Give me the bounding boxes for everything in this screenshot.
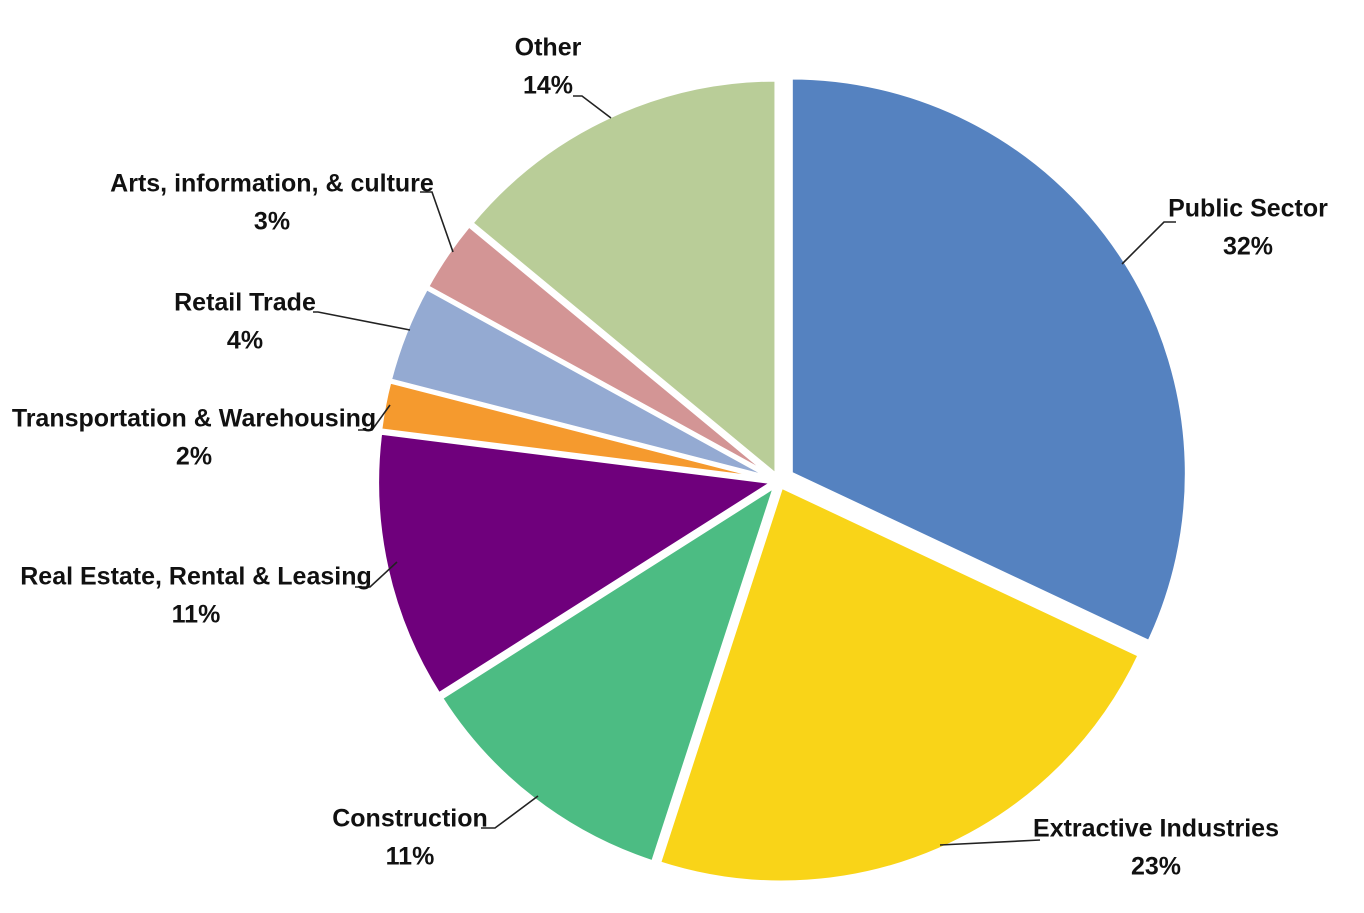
leader-line-transportation-and-warehousing xyxy=(358,404,391,431)
pie-slice-other xyxy=(469,77,779,478)
leader-line-real-estate-rental-and-leasing xyxy=(355,561,398,588)
leader-line-construction xyxy=(481,795,539,829)
data-label-value-other: 14% xyxy=(523,72,573,100)
leader-line-arts-information-and-culture xyxy=(420,191,454,253)
data-label-value-public-sector: 32% xyxy=(1223,233,1273,261)
data-label-value-transportation-and-warehousing: 2% xyxy=(176,443,212,471)
data-label-value-retail-trade: 4% xyxy=(227,327,263,355)
pie-slice-arts-information-and-culture xyxy=(425,223,777,480)
pie-slice-construction xyxy=(438,483,778,865)
slices-layer xyxy=(375,75,1189,885)
leader-line-other xyxy=(573,95,612,119)
data-label-name-other: Other xyxy=(515,34,582,62)
data-labels-layer: Public Sector 32% Extractive Industries 23%… xyxy=(12,34,1328,881)
data-label-name-extractive-industries: Extractive Industries xyxy=(1033,815,1279,843)
leader-line-public-sector xyxy=(1121,221,1176,265)
data-label-value-real-estate-rental-and-leasing: 11% xyxy=(172,601,221,629)
leader-lines-layer xyxy=(313,95,1176,846)
leader-line-retail-trade xyxy=(313,311,411,331)
data-label-name-retail-trade: Retail Trade xyxy=(174,289,316,317)
data-label-name-real-estate-rental-and-leasing: Real Estate, Rental & Leasing xyxy=(20,563,372,591)
data-label-value-extractive-industries: 23% xyxy=(1131,853,1181,881)
data-label-value-construction: 11% xyxy=(386,843,435,871)
pie-slice-extractive-industries xyxy=(657,484,1142,885)
data-label-name-public-sector: Public Sector xyxy=(1168,195,1328,223)
data-label-name-arts-information-and-culture: Arts, information, & culture xyxy=(110,170,434,198)
data-label-name-construction: Construction xyxy=(332,805,488,833)
pie-slice-real-estate-rental-and-leasing xyxy=(375,430,776,697)
data-label-name-transportation-and-warehousing: Transportation & Warehousing xyxy=(12,405,376,433)
leader-line-extractive-industries xyxy=(939,839,1041,846)
data-label-value-arts-information-and-culture: 3% xyxy=(254,208,290,236)
